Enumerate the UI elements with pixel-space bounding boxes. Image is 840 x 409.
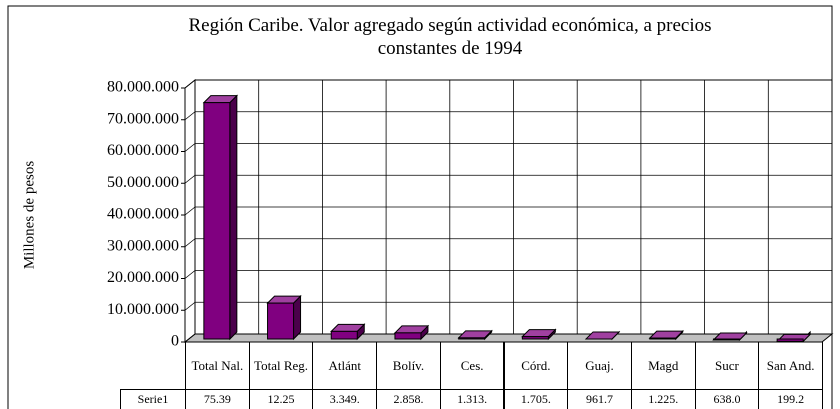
x-tick-label: Total Nal. [185, 342, 250, 390]
grid-line [184, 270, 196, 279]
x-tick-label: Córd. [503, 342, 569, 390]
grid-line [184, 143, 196, 152]
y-tick-label: 30.000.000 [107, 237, 179, 254]
x-tick-label: Atlánt [312, 342, 378, 390]
y-tick-label: 70.000.000 [107, 110, 179, 127]
table-cell: 1.313. [439, 389, 505, 409]
table-cell: 961.7 [567, 389, 632, 409]
x-tick-label: Ces. [439, 342, 505, 390]
legend-entry: Serie1 [120, 389, 186, 409]
x-tick-label: Bolív. [376, 342, 441, 390]
y-tick-label: 60.000.000 [107, 142, 179, 159]
grid-line [184, 174, 196, 184]
y-tick-label: 0 [171, 333, 179, 350]
chart-title: Región Caribe. Valor agregado según acti… [188, 15, 712, 59]
x-tick-label: Sucr [694, 342, 760, 390]
y-axis-label: Millones de pesos [21, 161, 37, 269]
y-tick-label: 80.000.000 [107, 79, 179, 96]
grid-line [184, 333, 196, 343]
bar [521, 328, 557, 341]
bar-face [649, 337, 677, 340]
table-cell: 75.39 [185, 389, 250, 409]
table-cell: 2.858. [376, 389, 441, 409]
bar [266, 294, 302, 341]
table-cell: 3.349. [312, 389, 378, 409]
bar [330, 323, 366, 341]
bar-face [458, 337, 486, 340]
bar-face [776, 338, 804, 342]
bar-face [267, 302, 295, 340]
bar [775, 330, 812, 343]
table-cell: 12.25 [248, 389, 314, 409]
grid-line [184, 111, 196, 121]
bar-face [229, 94, 238, 341]
y-tick-label: 50.000.000 [107, 174, 179, 191]
y-tick-label: 10.000.000 [107, 301, 179, 318]
bar-face [203, 102, 231, 340]
table-cell: 1.225. [630, 389, 696, 409]
x-tick-label: Total Reg. [248, 342, 314, 390]
y-tick-label: 20.000.000 [107, 269, 179, 286]
bar [393, 324, 430, 341]
bar-face [712, 338, 740, 341]
bar [202, 94, 239, 341]
bar [584, 330, 621, 341]
table-cell: 199.2 [758, 389, 823, 409]
bar-face [330, 330, 358, 340]
grid-line [184, 79, 196, 89]
bar-face [521, 336, 549, 340]
table-cell: 638.0 [694, 389, 760, 409]
grid-line [184, 206, 196, 216]
grid-line [184, 238, 196, 248]
x-tick-label: Magd [630, 342, 696, 390]
y-tick-label: 40.000.000 [107, 206, 179, 223]
bar [457, 329, 493, 341]
x-tick-label: San And. [758, 342, 823, 390]
bar [712, 330, 748, 342]
table-cell: 1.705. [503, 389, 569, 409]
bar-face [394, 332, 422, 340]
x-tick-label: Guaj. [567, 342, 632, 390]
bar [648, 329, 684, 341]
grid-line [184, 301, 196, 311]
